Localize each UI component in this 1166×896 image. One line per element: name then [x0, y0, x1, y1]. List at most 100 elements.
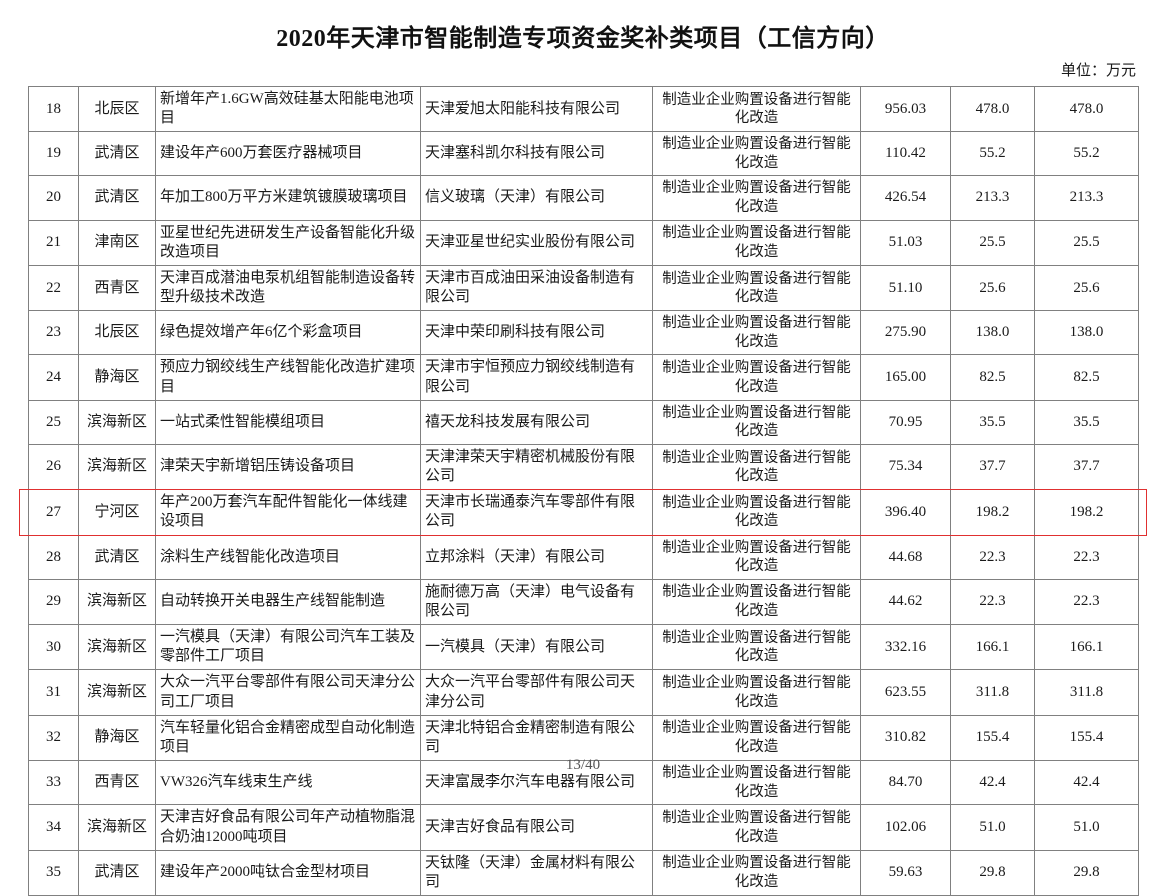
district-cell: 滨海新区: [78, 443, 156, 491]
award-amount-b-cell: 25.5: [1034, 219, 1139, 266]
district-cell: 北辰区: [78, 85, 156, 133]
district-cell: 滨海新区: [78, 804, 156, 851]
project-name-cell: 天津百成潜油电泵机组智能制造设备转型升级技术改造: [155, 264, 421, 312]
row-index-cell: 25: [28, 399, 79, 445]
project-name-cell: 绿色提效增产年6亿个彩盒项目: [155, 310, 421, 356]
table-row: 27 宁河区 年产200万套汽车配件智能化一体线建设项目 天津市长瑞通泰汽车零部件有限…: [28, 489, 1139, 536]
table-row: 24 静海区 预应力钢绞线生产线智能化改造扩建项目 天津市宇恒预应力钢绞线制造有限公司…: [28, 354, 1139, 401]
award-category-cell: 制造业企业购置设备进行智能化改造: [652, 264, 861, 312]
award-amount-a-cell: 155.4: [950, 714, 1035, 762]
company-name-cell: 天津亚星世纪实业股份有限公司: [420, 219, 653, 266]
award-projects-table: 18 北辰区 新增年产1.6GW高效硅基太阳能电池项目 天津爱旭太阳能科技有限公司 制造…: [28, 85, 1139, 896]
company-name-cell: 天津吉好食品有限公司: [420, 804, 653, 851]
company-name-cell: 天津北特铝合金精密制造有限公司: [420, 714, 653, 762]
page-number: 13/40: [565, 757, 601, 773]
award-category-cell: 制造业企业购置设备进行智能化改造: [652, 354, 861, 401]
company-name-cell: 禧天龙科技发展有限公司: [420, 399, 653, 445]
row-index-cell: 31: [28, 669, 79, 716]
project-name-cell: 一站式柔性智能模组项目: [155, 399, 421, 445]
award-amount-b-cell: 82.5: [1034, 354, 1139, 401]
project-name-cell: 自动转换开关电器生产线智能制造: [155, 578, 421, 626]
table-row: 23 北辰区 绿色提效增产年6亿个彩盒项目 天津中荣印刷科技有限公司 制造业企业购置设备…: [28, 310, 1139, 356]
table-row: 31 滨海新区 大众一汽平台零部件有限公司天津分公司工厂项目 大众一汽平台零部件有限公…: [28, 669, 1139, 716]
total-investment-cell: 426.54: [860, 175, 951, 221]
award-category-cell: 制造业企业购置设备进行智能化改造: [652, 534, 861, 580]
award-category-cell: 制造业企业购置设备进行智能化改造: [652, 714, 861, 762]
company-name-cell: 天津塞科凯尔科技有限公司: [420, 131, 653, 177]
district-cell: 北辰区: [78, 310, 156, 356]
company-name-cell: 天钛隆（天津）金属材料有限公司: [420, 849, 653, 896]
award-category-cell: 制造业企业购置设备进行智能化改造: [652, 849, 861, 896]
project-name-cell: 建设年产600万套医疗器械项目: [155, 131, 421, 177]
award-amount-b-cell: 138.0: [1034, 310, 1139, 356]
award-amount-b-cell: 55.2: [1034, 131, 1139, 177]
row-index-cell: 24: [28, 354, 79, 401]
row-index-cell: 29: [28, 578, 79, 626]
table-row: 18 北辰区 新增年产1.6GW高效硅基太阳能电池项目 天津爱旭太阳能科技有限公司 制造…: [28, 85, 1139, 133]
award-amount-a-cell: 55.2: [950, 131, 1035, 177]
award-amount-b-cell: 37.7: [1034, 443, 1139, 491]
table-row: 30 滨海新区 一汽模具（天津）有限公司汽车工装及零部件工厂项目 一汽模具（天津）有限…: [28, 624, 1139, 671]
table-container: 18 北辰区 新增年产1.6GW高效硅基太阳能电池项目 天津爱旭太阳能科技有限公司 制造…: [18, 85, 1147, 896]
award-amount-a-cell: 35.5: [950, 399, 1035, 445]
project-name-cell: 年产200万套汽车配件智能化一体线建设项目: [155, 489, 421, 536]
district-cell: 滨海新区: [78, 669, 156, 716]
table-row: 26 滨海新区 津荣天宇新增铝压铸设备项目 天津津荣天宇精密机械股份有限公司 制造业企业…: [28, 443, 1139, 491]
row-index-cell: 28: [28, 534, 79, 580]
award-amount-a-cell: 213.3: [950, 175, 1035, 221]
table-row: 21 津南区 亚星世纪先进研发生产设备智能化升级改造项目 天津亚星世纪实业股份有限公司…: [28, 219, 1139, 266]
table-body: 18 北辰区 新增年产1.6GW高效硅基太阳能电池项目 天津爱旭太阳能科技有限公司 制造…: [28, 85, 1139, 896]
award-amount-a-cell: 82.5: [950, 354, 1035, 401]
award-amount-a-cell: 478.0: [950, 85, 1035, 133]
award-amount-a-cell: 29.8: [950, 849, 1035, 896]
total-investment-cell: 44.62: [860, 578, 951, 626]
district-cell: 武清区: [78, 534, 156, 580]
company-name-cell: 一汽模具（天津）有限公司: [420, 624, 653, 671]
table-row: 20 武清区 年加工800万平方米建筑镀膜玻璃项目 信义玻璃（天津）有限公司 制造业企业…: [28, 175, 1139, 221]
page-title: 2020年天津市智能制造专项资金奖补类项目（工信方向）: [276, 26, 890, 52]
award-amount-b-cell: 35.5: [1034, 399, 1139, 445]
award-category-cell: 制造业企业购置设备进行智能化改造: [652, 489, 861, 536]
table-row: 25 滨海新区 一站式柔性智能模组项目 禧天龙科技发展有限公司 制造业企业购置设备进行智…: [28, 399, 1139, 445]
award-category-cell: 制造业企业购置设备进行智能化改造: [652, 131, 861, 177]
total-investment-cell: 75.34: [860, 443, 951, 491]
total-investment-cell: 44.68: [860, 534, 951, 580]
table-row: 22 西青区 天津百成潜油电泵机组智能制造设备转型升级技术改造 天津市百成油田采油设备…: [28, 264, 1139, 312]
table-row: 34 滨海新区 天津吉好食品有限公司年产动植物脂混合奶油12000吨项目 天津吉好食品…: [28, 804, 1139, 851]
company-name-cell: 天津津荣天宇精密机械股份有限公司: [420, 443, 653, 491]
award-category-cell: 制造业企业购置设备进行智能化改造: [652, 85, 861, 133]
award-category-cell: 制造业企业购置设备进行智能化改造: [652, 443, 861, 491]
district-cell: 武清区: [78, 849, 156, 896]
document-page: 2020年天津市智能制造专项资金奖补类项目（工信方向） 单位：万元 18 北辰区新…: [18, 26, 1147, 896]
company-name-cell: 立邦涂料（天津）有限公司: [420, 534, 653, 580]
award-amount-a-cell: 198.2: [950, 489, 1035, 536]
award-amount-b-cell: 22.3: [1034, 578, 1139, 626]
company-name-cell: 施耐德万高（天津）电气设备有限公司: [420, 578, 653, 626]
district-cell: 滨海新区: [78, 578, 156, 626]
project-name-cell: 涂料生产线智能化改造项目: [155, 534, 421, 580]
table-row: 35 武清区 建设年产2000吨钛合金型材项目 天钛隆（天津）金属材料有限公司 制造业企…: [28, 849, 1139, 896]
award-amount-a-cell: 22.3: [950, 578, 1035, 626]
row-index-cell: 34: [28, 804, 79, 851]
total-investment-cell: 51.10: [860, 264, 951, 312]
project-name-cell: 一汽模具（天津）有限公司汽车工装及零部件工厂项目: [155, 624, 421, 671]
award-amount-b-cell: 198.2: [1034, 489, 1139, 536]
award-amount-b-cell: 51.0: [1034, 804, 1139, 851]
table-row: 28 武清区 涂料生产线智能化改造项目 立邦涂料（天津）有限公司 制造业企业购置设备进行…: [28, 534, 1139, 580]
award-category-cell: 制造业企业购置设备进行智能化改造: [652, 804, 861, 851]
project-name-cell: 建设年产2000吨钛合金型材项目: [155, 849, 421, 896]
award-amount-a-cell: 51.0: [950, 804, 1035, 851]
award-amount-b-cell: 311.8: [1034, 669, 1139, 716]
row-index-cell: 35: [28, 849, 79, 896]
award-amount-b-cell: 166.1: [1034, 624, 1139, 671]
total-investment-cell: 51.03: [860, 219, 951, 266]
company-name-cell: 信义玻璃（天津）有限公司: [420, 175, 653, 221]
award-amount-b-cell: 25.6: [1034, 264, 1139, 312]
award-amount-a-cell: 37.7: [950, 443, 1035, 491]
table-row: 19 武清区 建设年产600万套医疗器械项目 天津塞科凯尔科技有限公司 制造业企业购置设…: [28, 131, 1139, 177]
project-name-cell: 预应力钢绞线生产线智能化改造扩建项目: [155, 354, 421, 401]
row-index-cell: 23: [28, 310, 79, 356]
total-investment-cell: 956.03: [860, 85, 951, 133]
award-amount-a-cell: 25.6: [950, 264, 1035, 312]
district-cell: 滨海新区: [78, 399, 156, 445]
